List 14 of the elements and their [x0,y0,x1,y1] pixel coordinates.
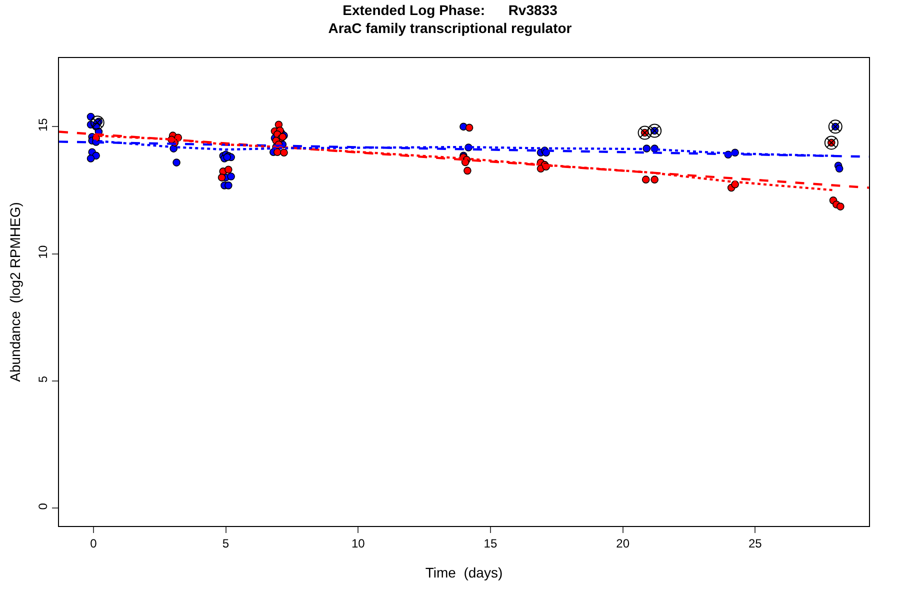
x-axis-title: Time (days) [425,564,503,581]
y-tick-label: 5 [36,376,50,383]
x-tick-label: 0 [90,536,98,550]
y-tick-label: 15 [36,118,50,132]
x-tick-label: 10 [351,536,366,550]
x-tick-label: 20 [616,536,630,550]
y-axis-title: Abundance (log2 RPMHEG) [6,202,23,382]
x-tick-label: 15 [484,536,498,550]
chart-subtitle: AraC family transcriptional regulator [328,20,572,36]
x-tick-label: 25 [748,536,762,550]
y-tick-label: 0 [36,502,50,510]
y-tick-label: 10 [36,245,50,259]
chart-title: Extended Log Phase: Rv3833 [342,2,558,18]
x-tick-label: 5 [222,536,230,550]
